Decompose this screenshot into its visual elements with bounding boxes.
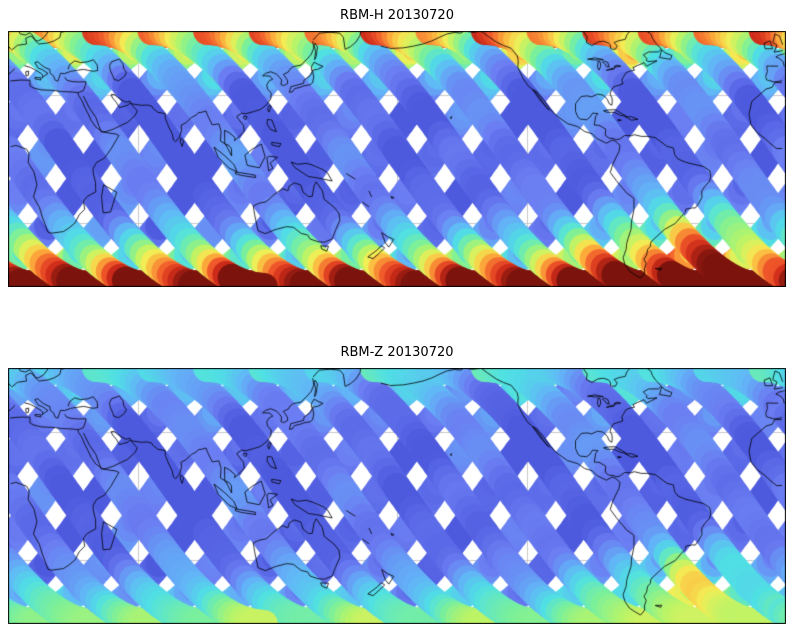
rbm-z-map-canvas <box>8 368 786 624</box>
chart-title-rbm-h: RBM-H 20130720 <box>340 8 454 23</box>
figure-rbm-h: RBM-H 20130720 <box>8 0 786 287</box>
figure-rbm-z: RBM-Z 20130720 <box>8 344 786 624</box>
chart-title-rbm-z: RBM-Z 20130720 <box>340 345 454 360</box>
rbm-h-map-canvas <box>8 31 786 287</box>
